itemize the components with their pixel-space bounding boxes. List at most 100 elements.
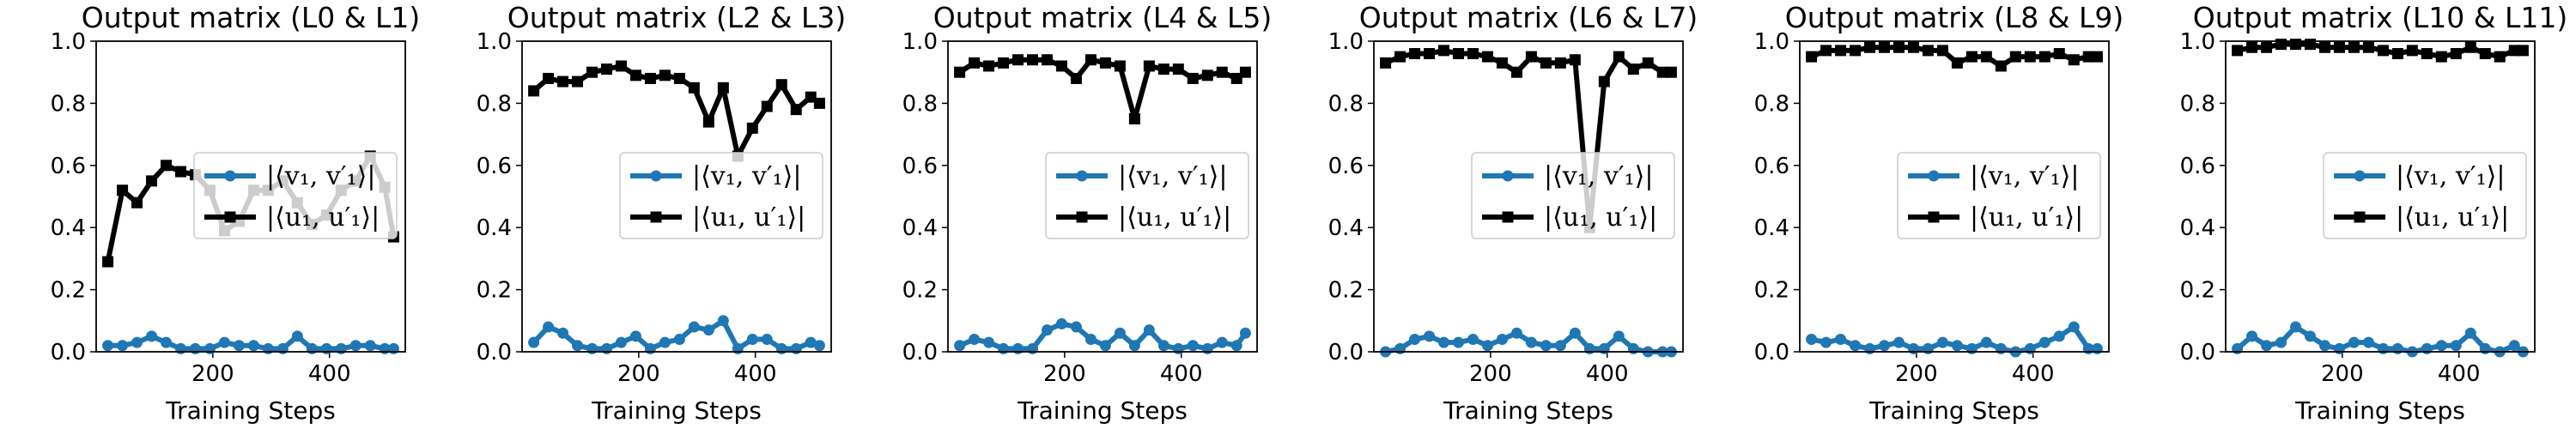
data-point [805,91,817,103]
data-point [998,342,1010,354]
y-tick-label: 0.8 [1328,91,1364,117]
data-point [1172,63,1184,76]
data-point [1951,340,1963,352]
data-point [600,342,612,354]
data-point [746,334,758,346]
data-point [1496,334,1508,346]
data-point [543,72,555,84]
y-tick-label: 0.6 [1328,154,1364,179]
data-point [306,342,318,354]
axes-frame [947,40,1258,353]
x-axis-label: Training Steps [1868,396,2039,425]
data-point [2275,39,2287,51]
data-point [557,327,569,339]
data-point [2232,45,2244,57]
y-tick-label: 0.2 [477,278,512,304]
y-tick-label: 0.8 [477,91,512,117]
data-point [2508,45,2520,57]
data-point [2464,327,2476,339]
data-point [1026,54,1038,66]
chart-title: Output matrix (L8 & L9) [1785,1,2123,34]
data-point [688,82,700,94]
x-tick-label: 400 [734,361,777,387]
data-point [2232,342,2244,354]
legend-swatch-marker [650,170,662,182]
data-point [813,340,825,352]
data-point [2009,51,2021,63]
data-point [1995,342,2007,354]
x-axis-label: Training Steps [591,396,762,425]
data-point [233,340,245,352]
data-point [2508,340,2520,352]
chart-panel-1: Output matrix (L2 & L3) 0.0 0.2 0.4 0.6 0.8 1.… [477,1,847,425]
data-point [2362,41,2374,53]
data-point [1627,63,1639,76]
data-point [1569,327,1581,339]
y-tick-label: 0.6 [1754,154,1789,179]
data-point [1583,342,1595,354]
data-point [983,60,995,72]
axes-frame [521,40,832,353]
data-point [1864,342,1876,354]
x-tick-label: 400 [1160,361,1203,387]
legend: |⟨v₁, v′₁⟩| |⟨u₁, u′₁⟩| [1045,152,1249,239]
data-point [1525,51,1537,63]
data-point [629,69,641,82]
legend-label: |⟨u₁, u′₁⟩| [692,202,805,233]
data-point [1230,72,1242,84]
data-point [1878,41,1890,53]
data-point [2290,321,2302,333]
data-point [1907,41,1919,53]
data-point [969,57,981,69]
legend-swatch-marker [2354,211,2366,223]
legend-swatch-marker [1928,170,1940,182]
y-tick-label: 0.6 [51,154,86,179]
data-point [1554,57,1566,69]
data-point [1041,54,1053,66]
data-point [1128,340,1140,352]
data-point [2333,342,2345,354]
chart-title: Output matrix (L10 & L11) [2193,1,2567,34]
x-tick-label: 200 [2321,361,2364,387]
data-point [2091,342,2103,354]
data-point [1394,342,1406,354]
y-tick-label: 0.8 [2180,91,2215,117]
data-point [1540,340,1552,352]
legend-swatch-marker [224,170,236,182]
data-point [1409,334,1421,346]
data-point [1172,342,1184,354]
y-tick-label: 0.0 [1754,340,1789,366]
data-point [1012,342,1024,354]
data-point [146,330,158,342]
legend-label: |⟨v₁, v′₁⟩| [692,161,801,191]
data-point [161,336,173,348]
data-point [1922,45,1934,57]
data-point [1665,66,1677,78]
legend-swatch-marker [2354,170,2366,182]
data-point [1569,54,1581,66]
data-point [2362,336,2374,348]
y-tick-label: 0.8 [51,91,86,117]
y-tick-label: 0.8 [1754,91,1789,117]
y-tick-label: 1.0 [1754,29,1789,55]
data-point [1922,342,1934,354]
data-point [2479,342,2491,354]
x-tick-label: 200 [1469,361,1512,387]
y-tick-label: 0.4 [902,215,938,241]
legend: |⟨v₁, v′₁⟩| |⟨u₁, u′₁⟩| [1897,152,2101,239]
chart-title: Output matrix (L4 & L5) [933,1,1272,34]
data-point [1613,51,1625,63]
y-tick-label: 0.6 [902,154,938,179]
data-point [1055,317,1067,329]
data-point [2421,342,2433,354]
data-point [2068,321,2080,333]
axes-frame [2225,40,2536,353]
legend-label: |⟨u₁, u′₁⟩| [266,202,380,233]
data-point [746,122,758,134]
data-point [659,69,671,82]
data-point [1820,45,1832,57]
data-point [1424,47,1436,59]
data-point [1099,57,1111,69]
chart-panel-3: Output matrix (L6 & L7) 0.0 0.2 0.4 0.6 0.8 1.… [1328,1,1698,425]
